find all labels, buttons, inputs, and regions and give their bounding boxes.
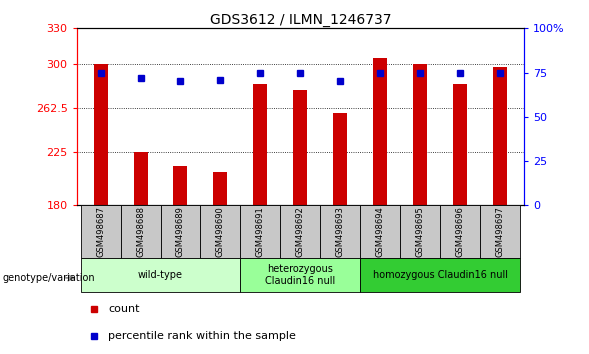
Text: wild-type: wild-type xyxy=(138,270,183,280)
Bar xyxy=(253,84,267,205)
Bar xyxy=(174,166,187,205)
Bar xyxy=(160,205,200,258)
Text: GSM498697: GSM498697 xyxy=(496,206,505,257)
Text: homozygous Claudin16 null: homozygous Claudin16 null xyxy=(373,270,508,280)
Text: GSM498689: GSM498689 xyxy=(176,206,185,257)
Bar xyxy=(94,64,108,205)
Bar xyxy=(121,205,160,258)
Bar xyxy=(441,205,480,258)
Text: heterozygous
Claudin16 null: heterozygous Claudin16 null xyxy=(265,264,336,286)
Bar xyxy=(401,205,441,258)
Bar xyxy=(280,205,320,258)
Bar xyxy=(413,64,427,205)
Text: GSM498690: GSM498690 xyxy=(216,206,225,257)
Bar xyxy=(373,58,388,205)
Bar xyxy=(240,205,280,258)
Bar xyxy=(240,258,360,292)
Bar xyxy=(320,205,360,258)
Bar xyxy=(480,205,520,258)
Text: GSM498691: GSM498691 xyxy=(256,206,265,257)
Text: GSM498687: GSM498687 xyxy=(96,206,105,257)
Text: GSM498694: GSM498694 xyxy=(376,206,385,257)
Text: count: count xyxy=(108,304,140,314)
Title: GDS3612 / ILMN_1246737: GDS3612 / ILMN_1246737 xyxy=(210,13,391,27)
Bar xyxy=(81,205,121,258)
Bar xyxy=(360,205,401,258)
Bar xyxy=(360,258,520,292)
Bar xyxy=(134,152,147,205)
Bar xyxy=(213,172,227,205)
Bar xyxy=(293,90,307,205)
Text: genotype/variation: genotype/variation xyxy=(3,273,95,283)
Text: GSM498692: GSM498692 xyxy=(296,206,305,257)
Text: GSM498688: GSM498688 xyxy=(136,206,145,257)
Text: percentile rank within the sample: percentile rank within the sample xyxy=(108,331,296,341)
Text: GSM498695: GSM498695 xyxy=(416,206,425,257)
Text: GSM498696: GSM498696 xyxy=(456,206,465,257)
Bar xyxy=(200,205,240,258)
Bar xyxy=(454,84,467,205)
Bar xyxy=(493,67,507,205)
Bar xyxy=(333,113,348,205)
Bar xyxy=(81,258,240,292)
Text: GSM498693: GSM498693 xyxy=(336,206,345,257)
